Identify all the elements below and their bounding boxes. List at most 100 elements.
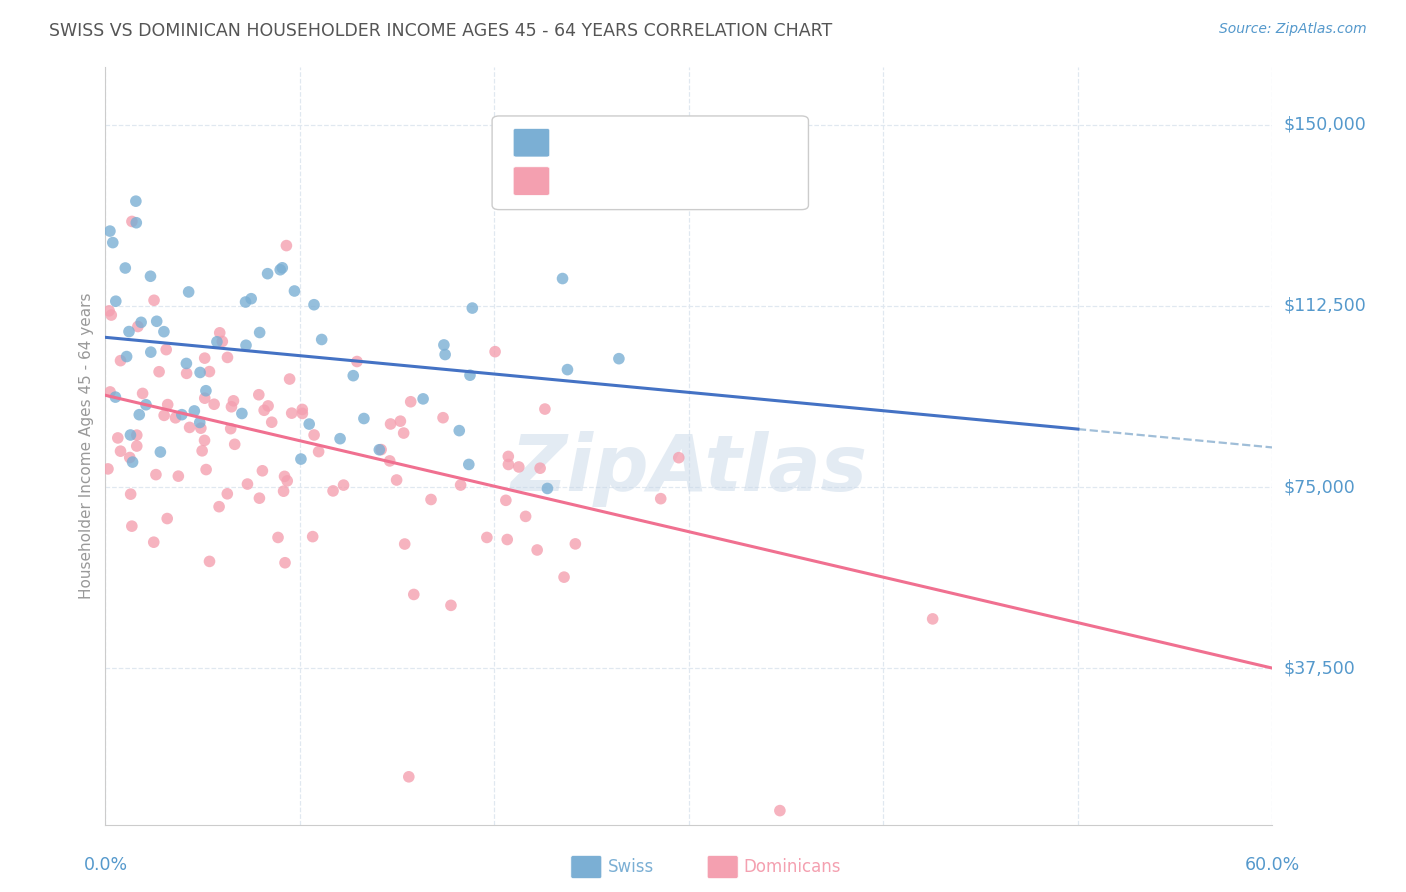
Point <box>557 362 579 376</box>
Point <box>311 333 333 347</box>
Point <box>98 384 121 399</box>
Point <box>118 450 141 465</box>
Point <box>194 351 217 365</box>
Point <box>224 437 246 451</box>
Point <box>121 455 143 469</box>
Point <box>193 434 215 448</box>
Point <box>249 326 271 340</box>
Point <box>257 399 280 413</box>
Point <box>498 450 520 464</box>
Point <box>402 587 425 601</box>
Point <box>392 425 415 440</box>
Point <box>769 804 792 818</box>
Text: ZipAtlas: ZipAtlas <box>510 431 868 507</box>
Point <box>368 442 391 457</box>
Point <box>121 214 143 228</box>
Point <box>650 491 672 506</box>
Point <box>389 414 412 428</box>
Point <box>217 351 239 365</box>
Point <box>221 400 243 414</box>
Point <box>551 271 574 285</box>
Point <box>120 487 142 501</box>
Point <box>176 367 198 381</box>
Point <box>534 402 557 417</box>
Point <box>274 556 297 570</box>
Point <box>553 570 575 584</box>
Point <box>148 365 170 379</box>
Point <box>269 262 291 277</box>
Text: R = -0.470: R = -0.470 <box>558 134 647 152</box>
Point <box>342 368 364 383</box>
Point <box>235 295 257 310</box>
Point <box>107 431 129 445</box>
Point <box>291 402 314 417</box>
Text: Swiss: Swiss <box>607 858 654 876</box>
Point <box>273 484 295 499</box>
Point <box>156 398 179 412</box>
Point <box>498 458 520 472</box>
Point <box>536 482 558 496</box>
Point <box>129 315 152 329</box>
Text: 60.0%: 60.0% <box>1244 855 1301 873</box>
Point <box>475 531 498 545</box>
Point <box>188 416 211 430</box>
Point <box>236 477 259 491</box>
Point <box>252 464 274 478</box>
Text: Dominicans: Dominicans <box>744 858 841 876</box>
Point <box>440 599 463 613</box>
Point <box>332 478 354 492</box>
Point <box>101 235 124 250</box>
Text: 0.0%: 0.0% <box>83 855 128 873</box>
Point <box>114 260 136 275</box>
Y-axis label: Householder Income Ages 45 - 64 years: Householder Income Ages 45 - 64 years <box>79 293 94 599</box>
Point <box>329 432 352 446</box>
Point <box>149 445 172 459</box>
Point <box>198 365 221 379</box>
Point <box>143 293 166 308</box>
Point <box>139 269 162 284</box>
Point <box>276 238 298 252</box>
Point <box>278 372 301 386</box>
Point <box>298 417 321 431</box>
Text: Source: ZipAtlas.com: Source: ZipAtlas.com <box>1219 22 1367 37</box>
Point <box>529 461 551 475</box>
Text: $150,000: $150,000 <box>1284 116 1367 134</box>
Point <box>276 474 298 488</box>
Point <box>217 487 239 501</box>
Point <box>283 284 305 298</box>
Point <box>432 410 454 425</box>
Point <box>125 194 148 209</box>
Point <box>353 411 375 425</box>
Point <box>131 386 153 401</box>
Point <box>398 770 420 784</box>
Point <box>247 388 270 402</box>
Text: $75,000: $75,000 <box>1284 478 1355 496</box>
Point <box>380 417 402 431</box>
Point <box>370 442 392 457</box>
Text: SWISS VS DOMINICAN HOUSEHOLDER INCOME AGES 45 - 64 YEARS CORRELATION CHART: SWISS VS DOMINICAN HOUSEHOLDER INCOME AG… <box>49 22 832 40</box>
Point <box>135 398 157 412</box>
Point <box>231 407 253 421</box>
Point <box>194 384 217 398</box>
Point <box>191 443 214 458</box>
Point <box>302 428 325 442</box>
Point <box>461 301 484 315</box>
Point <box>450 478 472 492</box>
Point <box>322 483 344 498</box>
Point <box>458 368 481 383</box>
Point <box>260 415 283 429</box>
Point <box>104 390 127 404</box>
Point <box>412 392 434 406</box>
Point <box>668 450 690 465</box>
Point <box>508 459 530 474</box>
Point <box>346 354 368 368</box>
Point <box>301 530 323 544</box>
Point <box>98 224 121 238</box>
Point <box>267 531 290 545</box>
Point <box>125 216 148 230</box>
Point <box>179 420 201 434</box>
Point <box>125 439 148 453</box>
Point <box>564 537 586 551</box>
Point <box>211 334 233 349</box>
Point <box>484 344 506 359</box>
